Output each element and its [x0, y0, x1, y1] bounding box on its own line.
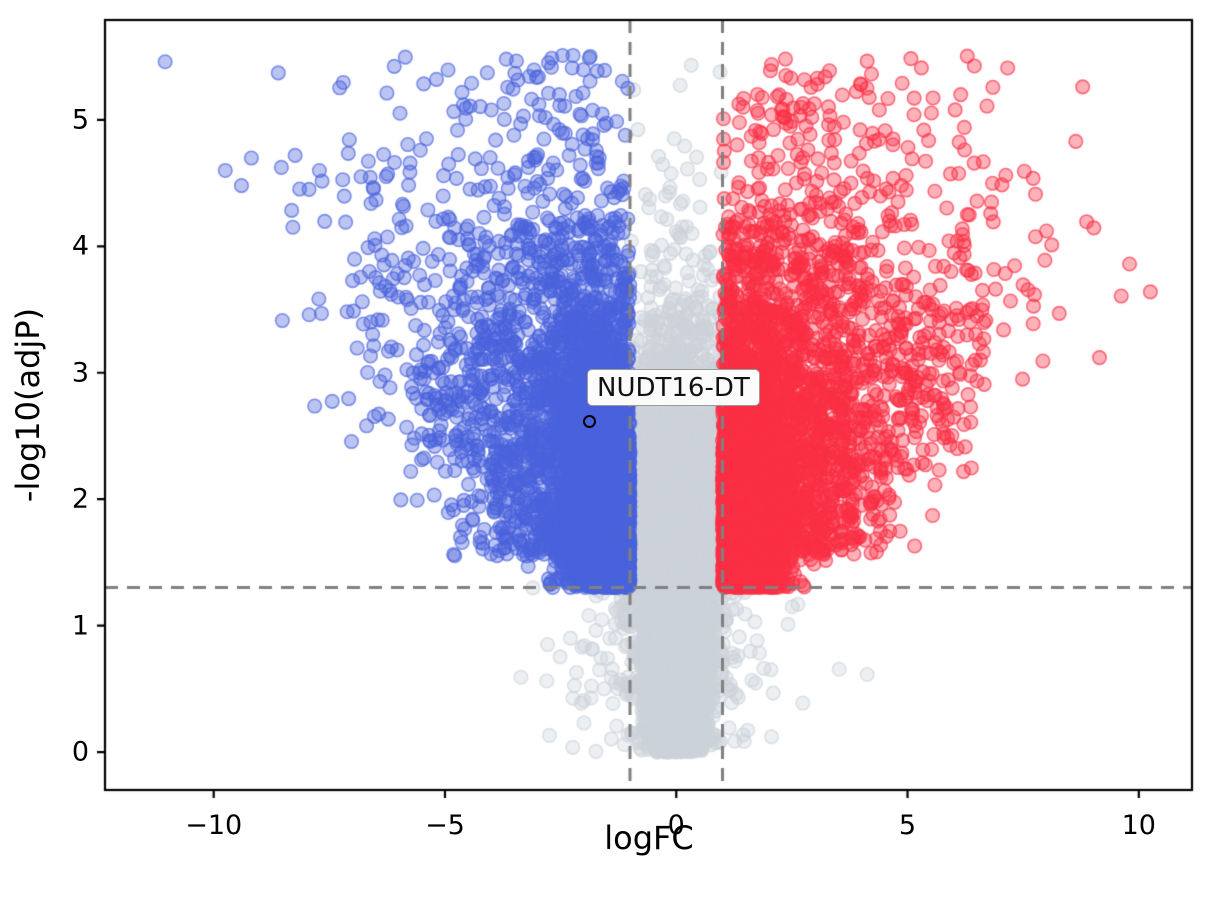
x-tick-label: 5 [898, 810, 917, 841]
x-tick-label: −10 [185, 810, 243, 841]
x-axis-label: logFC [604, 819, 694, 857]
y-tick-label: 2 [71, 483, 89, 515]
y-tick-label: 5 [71, 104, 89, 136]
y-tick-label: 4 [71, 230, 89, 262]
x-tick-label: 10 [1121, 810, 1156, 841]
x-tick-label: 0 [667, 810, 685, 841]
y-tick-label: 1 [71, 610, 89, 642]
highlighted-gene-marker [583, 415, 596, 428]
y-tick-label: 3 [71, 357, 89, 389]
x-tick-label: −5 [425, 810, 465, 841]
gene-label-nudt16-dt: NUDT16-DT [587, 369, 760, 406]
y-axis-label: -log10(adjP) [9, 307, 47, 503]
y-tick-label: 0 [71, 736, 89, 768]
